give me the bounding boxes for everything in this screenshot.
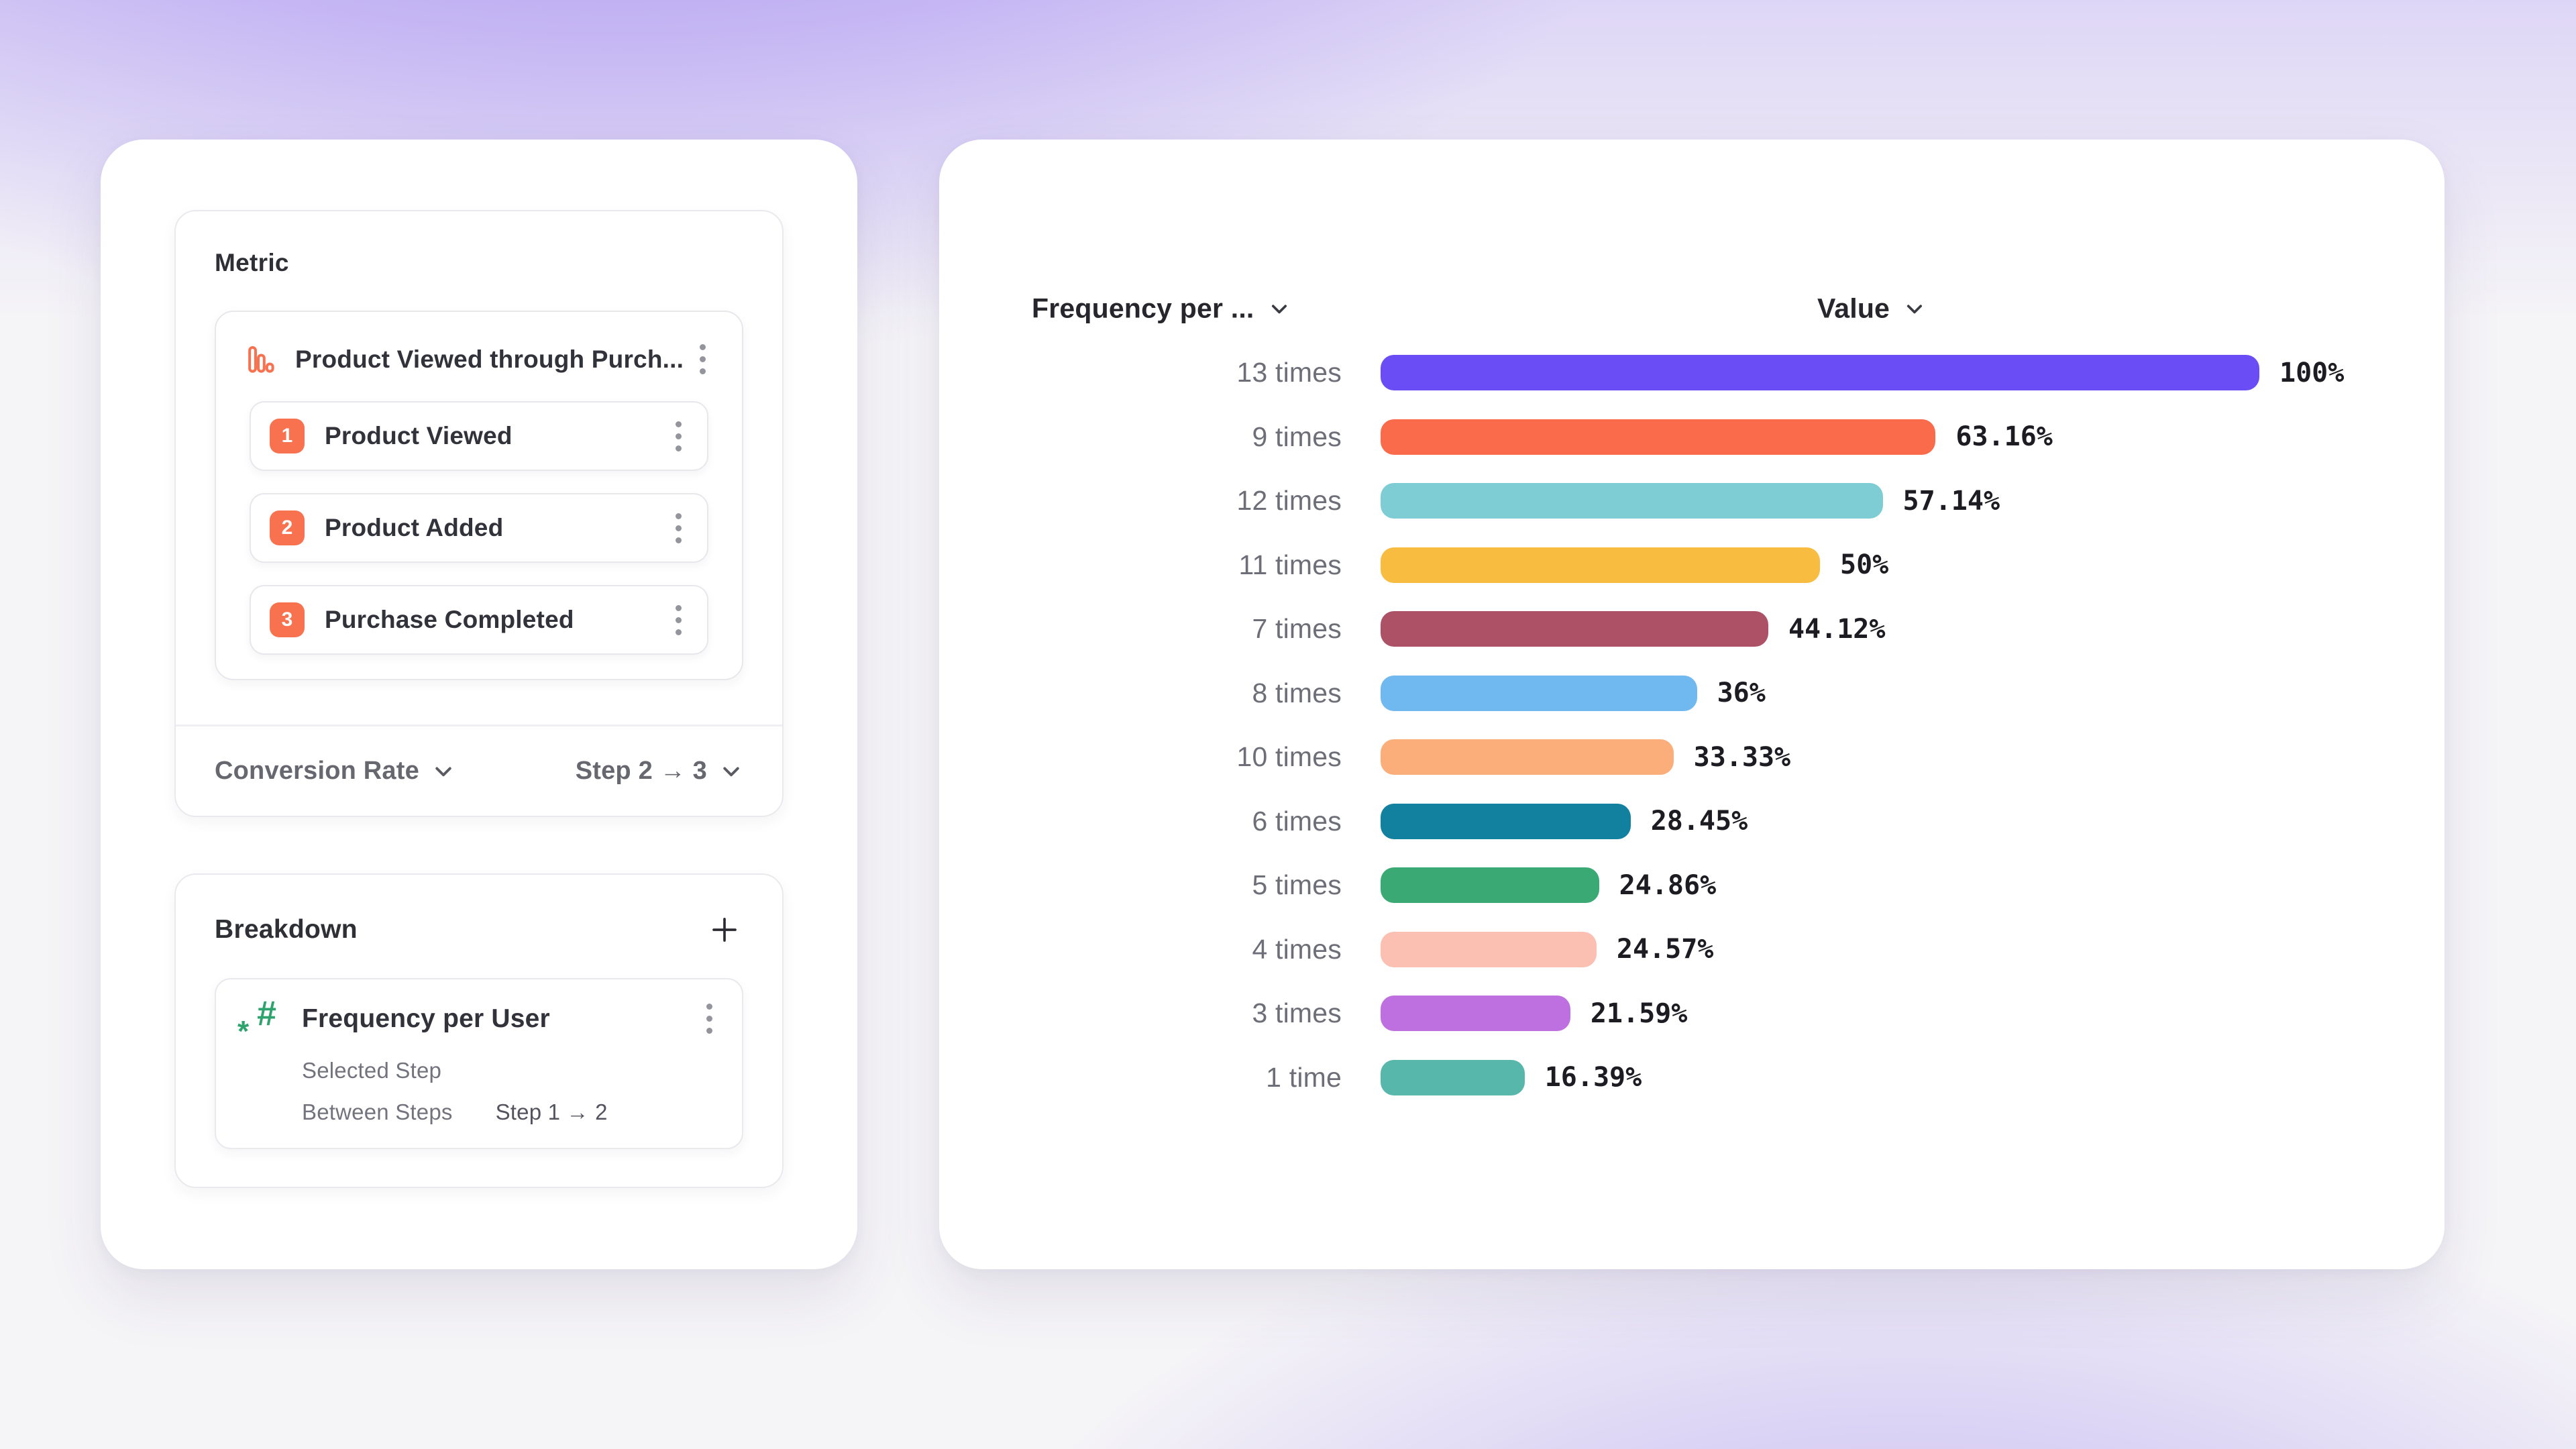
step-label: Purchase Completed [325,606,574,633]
bar[interactable] [1381,931,1597,967]
bar[interactable] [1381,867,1599,904]
category-label: 7 times [1252,613,1342,645]
value-label: 57.14% [1902,485,2000,517]
breakdown-section-title: Breakdown [215,915,358,944]
chart-row: 3 times 21.59% [939,981,2445,1046]
value-label: 16.39% [1544,1062,1642,1093]
chevron-down-icon [723,767,739,776]
chart-panel: Frequency per ... Value 13 times 100% 9 … [939,140,2445,1269]
chart-row: 4 times 24.57% [939,918,2445,982]
category-label: 5 times [1252,869,1342,901]
bar[interactable] [1381,675,1697,711]
step-menu-button[interactable] [669,416,688,457]
step-label: Product Added [325,514,504,541]
step-menu-button[interactable] [669,600,688,641]
step-number-badge: 2 [270,511,305,545]
funnel-definition-card: Product Viewed through Purch... 1 Produc… [215,311,743,680]
value-label: 24.86% [1619,869,1717,901]
bar[interactable] [1381,739,1674,775]
category-label: 6 times [1252,805,1342,837]
bar[interactable] [1381,611,1768,647]
value-label: 63.16% [1955,421,2053,453]
funnel-bars-icon [248,345,274,373]
category-label: 9 times [1252,421,1342,452]
bar[interactable] [1381,1059,1525,1095]
numeric-property-icon: # * [237,994,276,1048]
chart-row: 12 times 57.14% [939,469,2445,533]
chart-row: 13 times 100% [939,341,2445,405]
step-menu-button[interactable] [669,508,688,549]
category-label: 12 times [1236,485,1342,517]
breakdown-item-title: Frequency per User [302,1004,550,1033]
bar-chart: 13 times 100% 9 times 63.16% 12 times 57… [939,341,2445,1110]
breakdown-section: Breakdown # * Frequency per User Selected… [174,873,784,1188]
between-steps-value: Step 1 → 2 [495,1099,608,1124]
funnel-step-row[interactable]: 2 Product Added [250,493,708,563]
category-label: 4 times [1252,933,1342,965]
bar[interactable] [1381,547,1820,583]
plus-icon [712,918,737,942]
chart-row: 11 times 50% [939,533,2445,598]
chart-row: 5 times 24.86% [939,853,2445,918]
metric-section-title: Metric [215,249,289,276]
category-label: 11 times [1238,549,1342,580]
bar[interactable] [1381,996,1570,1032]
funnel-title-row[interactable]: Product Viewed through Purch... [236,331,722,386]
value-label: 24.57% [1616,934,1714,965]
chart-row: 10 times 33.33% [939,725,2445,790]
funnel-step-row[interactable]: 3 Purchase Completed [250,585,708,655]
add-breakdown-button[interactable] [706,911,743,949]
value-label: 33.33% [1693,741,1791,773]
breakdown-item-card[interactable]: # * Frequency per User Selected Step Betw… [215,978,743,1149]
metric-footer: Conversion Rate Step 2 → 3 [176,724,782,816]
between-steps-label: Between Steps [302,1099,453,1124]
value-label: 100% [2279,357,2345,388]
bar[interactable] [1381,803,1631,839]
value-label: 36% [1717,678,1766,709]
chart-row: 7 times 44.12% [939,597,2445,661]
bar[interactable] [1381,419,1936,455]
chevron-down-icon [1271,304,1287,313]
chevron-down-icon [435,767,451,776]
bar[interactable] [1381,483,1883,519]
value-column-dropdown[interactable]: Value [1817,293,1926,325]
breakdown-column-dropdown[interactable]: Frequency per ... [1032,293,1291,325]
category-label: 10 times [1236,741,1342,773]
category-label: 1 time [1266,1061,1342,1093]
selected-step-label: Selected Step [302,1058,442,1083]
value-label: 50% [1840,549,1889,581]
category-label: 3 times [1252,998,1342,1029]
chart-row: 1 time 16.39% [939,1046,2445,1110]
funnel-title: Product Viewed through Purch... [295,345,684,373]
step-number-badge: 1 [270,419,305,453]
funnel-step-row[interactable]: 1 Product Viewed [250,401,708,471]
metric-section: Metric Product Viewed through Purch... [174,210,784,817]
chart-row: 8 times 36% [939,661,2445,726]
value-label: 44.12% [1788,613,1886,645]
breakdown-menu-button[interactable] [700,998,719,1039]
step-label: Product Viewed [325,422,513,449]
category-label: 8 times [1252,677,1342,708]
bar[interactable] [1381,355,2259,391]
chevron-down-icon [1907,304,1923,313]
chart-row: 9 times 63.16% [939,405,2445,470]
value-label: 21.59% [1590,998,1688,1029]
step-number-badge: 3 [270,602,305,637]
chart-row: 6 times 28.45% [939,790,2445,854]
query-builder-panel: Metric Product Viewed through Purch... [101,140,857,1269]
category-label: 13 times [1236,357,1342,388]
conversion-rate-dropdown[interactable]: Conversion Rate [215,757,455,786]
funnel-menu-button[interactable] [693,339,712,380]
step-range-dropdown[interactable]: Step 2 → 3 [576,757,743,786]
value-label: 28.45% [1650,806,1748,837]
